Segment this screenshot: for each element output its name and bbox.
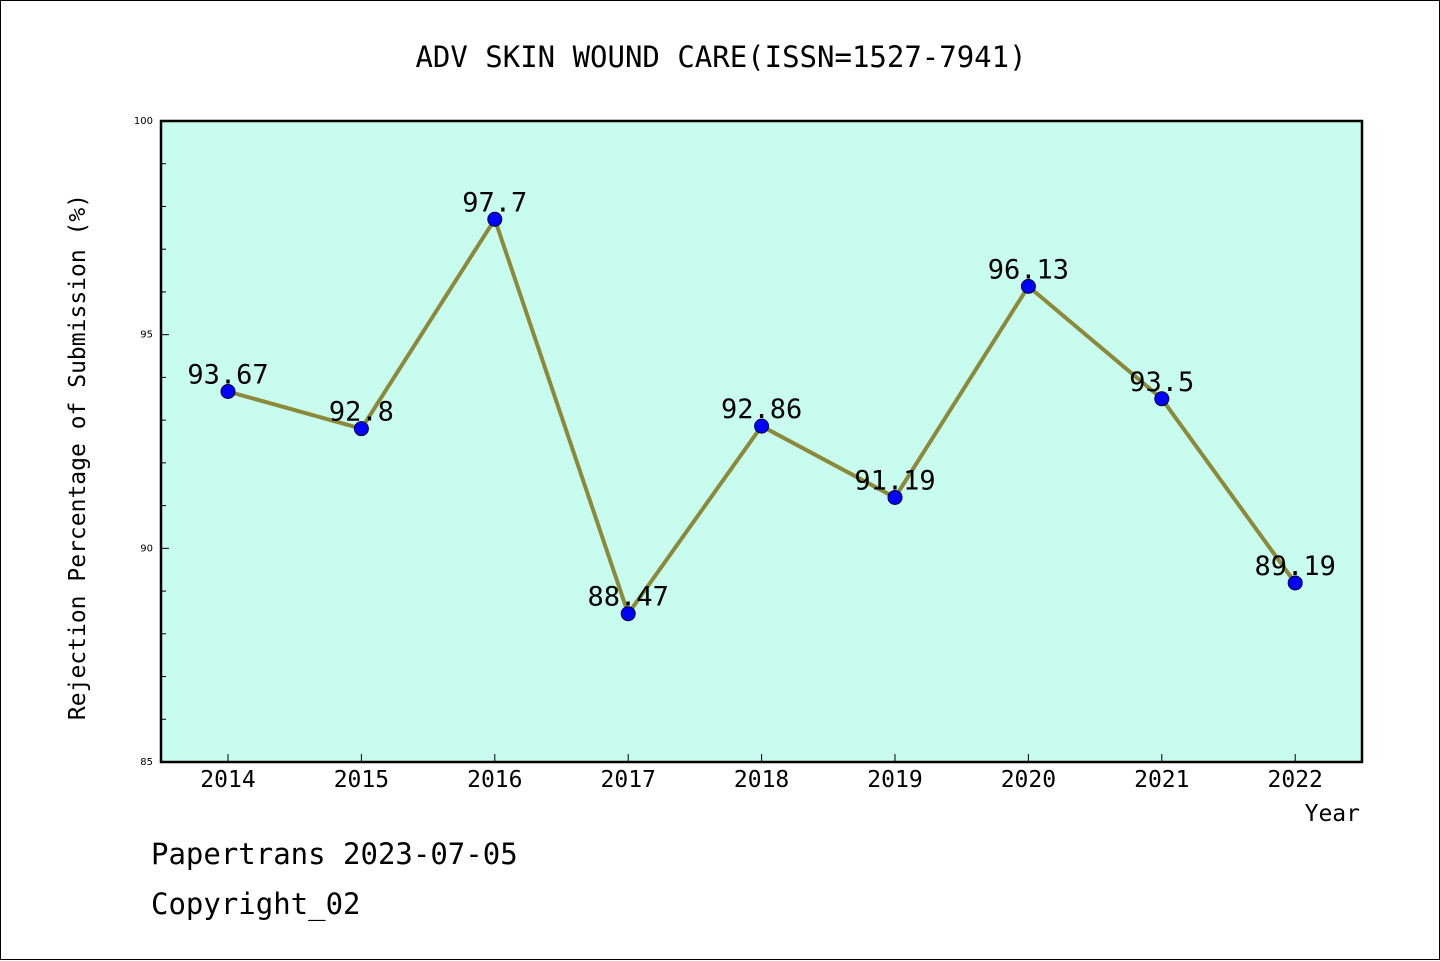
data-point: [887, 489, 903, 505]
data-point: [220, 384, 236, 400]
y-axis-label: Rejection Percentage of Submission (%): [65, 194, 91, 720]
data-point: [1287, 575, 1303, 591]
data-label: 93.5: [1129, 367, 1194, 398]
x-tick-label: 2022: [1268, 767, 1323, 793]
data-point: [1020, 278, 1036, 294]
x-tick-label: 2016: [467, 767, 522, 793]
data-label: 92.86: [721, 394, 802, 425]
x-tick-label: 2020: [1001, 767, 1056, 793]
data-point: [353, 421, 369, 437]
data-point: [754, 418, 770, 434]
data-label: 97.7: [462, 187, 527, 218]
chart-title: ADV SKIN WOUND CARE(ISSN=1527-7941): [415, 40, 1026, 74]
x-axis: 2014 2015 2016 2017 2018 2019 2020 2021 2022: [200, 754, 1323, 793]
data-label: 88.47: [588, 582, 669, 613]
data-label: 89.19: [1255, 551, 1336, 582]
y-tick-label: 100: [134, 116, 153, 127]
y-tick-label: 85: [140, 757, 153, 768]
x-tick-label: 2021: [1134, 767, 1189, 793]
data-point: [620, 606, 636, 622]
data-labels: 93.67 92.8 97.7 88.47 92.86 91.19 96.13 93.5 89.…: [187, 187, 1335, 612]
data-markers: [220, 211, 1303, 622]
x-tick-label: 2017: [601, 767, 656, 793]
data-label: 92.8: [329, 397, 394, 428]
x-tick-label: 2015: [334, 767, 389, 793]
footer-date: Papertrans 2023-07-05: [151, 837, 518, 871]
x-tick-label: 2014: [200, 767, 255, 793]
x-tick-label: 2018: [734, 767, 789, 793]
data-label: 91.19: [854, 465, 935, 496]
y-tick-label: 95: [140, 330, 153, 341]
data-label: 93.67: [187, 360, 268, 391]
data-point: [1154, 391, 1170, 407]
data-label: 96.13: [988, 254, 1069, 285]
x-axis-label: Year: [1305, 801, 1360, 827]
plot-border: [159, 119, 1364, 764]
data-point: [487, 211, 503, 227]
plot-area: [161, 121, 1362, 762]
x-tick-label: 2019: [867, 767, 922, 793]
footer-copyright: Copyright_02: [151, 887, 361, 921]
y-tick-label: 90: [140, 543, 153, 554]
